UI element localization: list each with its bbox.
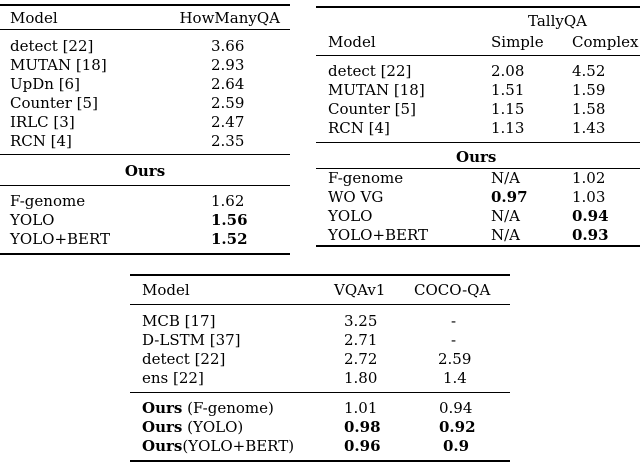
header-complex: Complex (572, 33, 639, 51)
row-model: Ours (F-genome) (142, 399, 274, 417)
header-model: Model (142, 281, 190, 299)
row-simple: 1.15 (491, 100, 525, 118)
row-value: 2.93 (211, 56, 245, 74)
row-model: YOLO+BERT (328, 226, 429, 244)
row-vqa: 1.80 (344, 369, 378, 387)
bottom-rule (130, 460, 510, 462)
row-complex: 0.93 (572, 226, 609, 244)
row-simple: N/A (491, 207, 521, 225)
row-simple: 2.08 (491, 62, 525, 80)
row-simple: 1.51 (491, 81, 525, 99)
row-complex: 1.58 (572, 100, 606, 118)
row-vqa: 2.72 (344, 350, 378, 368)
row-coco: 1.4 (443, 369, 467, 387)
row-complex: 1.02 (572, 169, 606, 187)
row-model: YOLO (10, 211, 55, 229)
row-model: Counter [5] (328, 100, 416, 118)
header-tallyqa: TallyQA (528, 12, 587, 30)
ours-heading: Ours (456, 148, 497, 166)
row-model: MUTAN [18] (328, 81, 425, 99)
row-value: 1.56 (211, 211, 248, 229)
top-rule (0, 4, 290, 6)
header-howmanyqa: HowManyQA (179, 9, 280, 27)
row-simple: N/A (491, 226, 521, 244)
row-vqa: 0.96 (344, 437, 381, 455)
top-rule (130, 274, 510, 276)
section-rule (316, 168, 640, 169)
vqa-coco-table: Model VQAv1 COCO-QA MCB [17] 3.25 - D-LS… (130, 274, 510, 463)
row-value: 2.35 (211, 132, 245, 150)
row-model: detect [22] (142, 350, 226, 368)
row-simple: 1.13 (491, 119, 525, 137)
row-value: 2.59 (211, 94, 245, 112)
row-coco: 2.59 (438, 350, 472, 368)
section-rule (0, 185, 290, 186)
row-model: detect [22] (328, 62, 412, 80)
header-vqav1: VQAv1 (334, 281, 386, 299)
row-complex: 0.94 (572, 207, 609, 225)
row-value: 2.47 (211, 113, 245, 131)
row-model: IRLC [3] (10, 113, 75, 131)
row-value: 1.62 (211, 192, 245, 210)
row-value: 2.64 (211, 75, 245, 93)
row-model: MCB [17] (142, 312, 216, 330)
row-coco: 0.92 (439, 418, 476, 436)
bottom-rule (0, 253, 290, 255)
row-model: Ours(YOLO+BERT) (142, 437, 295, 455)
row-model: F-genome (328, 169, 404, 187)
row-value: 1.52 (211, 230, 248, 248)
ours-heading: Ours (124, 162, 166, 180)
header-rule (130, 304, 510, 305)
row-model: D-LSTM [37] (142, 331, 241, 349)
row-model: YOLO+BERT (10, 230, 111, 248)
header-model: Model (10, 9, 58, 27)
row-coco: - (451, 312, 457, 330)
row-model: RCN [4] (10, 132, 72, 150)
header-model: Model (328, 33, 376, 51)
row-vqa: 3.25 (344, 312, 378, 330)
row-coco: 0.94 (439, 399, 473, 417)
row-model: RCN [4] (328, 119, 390, 137)
row-complex: 1.03 (572, 188, 606, 206)
row-vqa: 2.71 (344, 331, 378, 349)
row-model: detect [22] (10, 37, 94, 55)
tallyqa-table: TallyQA Model Simple Complex detect [22]… (316, 0, 640, 248)
row-model: MUTAN [18] (10, 56, 107, 74)
row-model: Ours (YOLO) (142, 418, 244, 436)
bottom-rule (316, 245, 640, 247)
row-model: WO VG (328, 188, 384, 206)
row-vqa: 0.98 (344, 418, 381, 436)
section-rule (130, 392, 510, 393)
row-vqa: 1.01 (344, 399, 378, 417)
row-model: YOLO (328, 207, 373, 225)
row-model: ens [22] (142, 369, 204, 387)
row-model: UpDn [6] (10, 75, 80, 93)
row-complex: 1.43 (572, 119, 606, 137)
row-model: Counter [5] (10, 94, 98, 112)
row-complex: 4.52 (572, 62, 606, 80)
row-complex: 1.59 (572, 81, 606, 99)
top-rule (316, 6, 640, 8)
header-simple: Simple (491, 33, 544, 51)
row-simple: 0.97 (491, 188, 528, 206)
row-coco: - (451, 331, 457, 349)
row-coco: 0.9 (443, 437, 470, 455)
howmanyqa-table: Model HowManyQA detect [22] 3.66 MUTAN [… (0, 0, 290, 258)
row-value: 3.66 (211, 37, 245, 55)
row-model: F-genome (10, 192, 86, 210)
header-rule (316, 55, 640, 56)
header-cocoqa: COCO-QA (414, 281, 491, 299)
header-rule (0, 29, 290, 30)
row-simple: N/A (491, 169, 521, 187)
section-rule (0, 154, 290, 155)
section-rule (316, 142, 640, 143)
